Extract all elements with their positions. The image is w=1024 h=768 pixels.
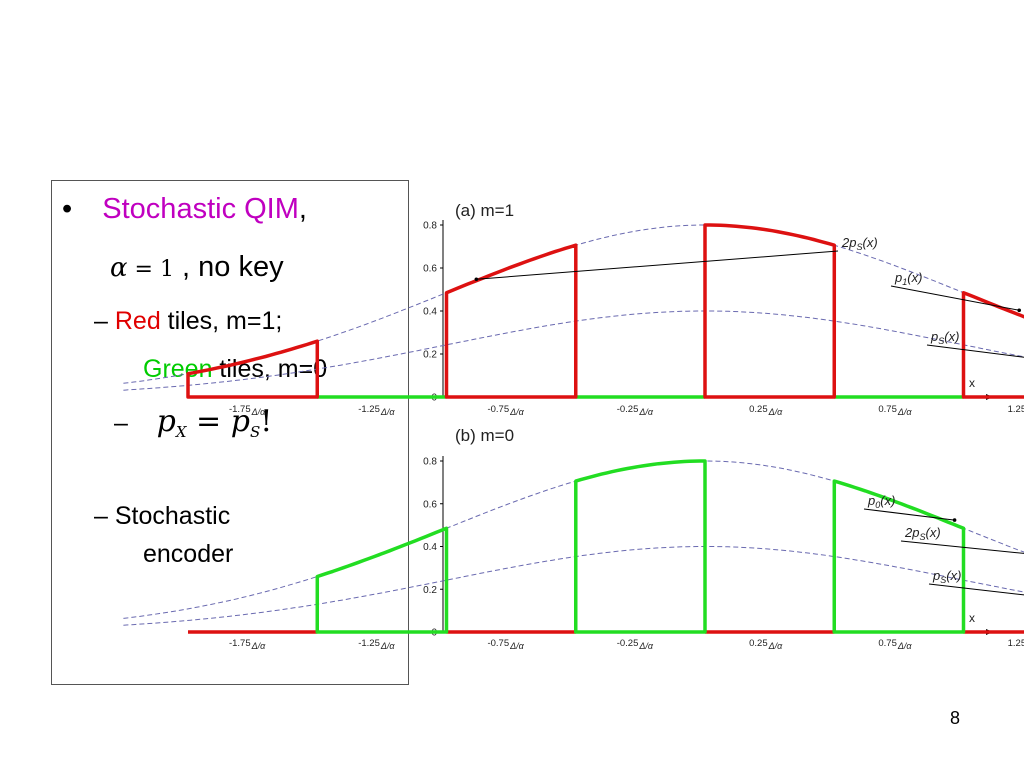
x-tick-label: -0.25: [617, 404, 639, 415]
density-tile: [315, 526, 449, 634]
annotation-pointer: [890, 285, 1020, 311]
x-tick-unit: Δ/α: [509, 641, 525, 651]
x-tick-label: -0.75: [487, 404, 509, 415]
sub-item-red-tiles: – Red tiles, m=1;: [94, 309, 282, 334]
annotation-pointer: [928, 583, 1024, 596]
x-tick-label: -1.25: [358, 638, 380, 649]
density-tile: [703, 223, 837, 399]
x-tick-unit: Δ/α: [638, 641, 654, 651]
y-tick-label: 0.8: [423, 221, 437, 232]
x-tick-label: 1.25: [1008, 404, 1024, 415]
red-tiles-rest: tiles, m=1;: [160, 307, 283, 335]
y-tick-label: 0.8: [423, 457, 437, 468]
density-tile: [444, 243, 578, 399]
x-tick-label: -1.25: [358, 404, 380, 415]
y-tick-label: 0.6: [423, 264, 437, 275]
sub-dash: –: [94, 307, 108, 335]
x-axis-label: x: [969, 376, 975, 390]
annotation-label: pS(x): [932, 568, 961, 585]
x-tick-unit: Δ/α: [380, 641, 396, 651]
highlight-text: Stochastic QIM: [102, 193, 299, 225]
formula-p: p: [156, 404, 176, 439]
green-word: Green: [143, 355, 213, 383]
x-tick-label: 0.25: [749, 638, 768, 649]
sub-item-green-tiles: Green tiles, m=0: [143, 357, 327, 382]
sub-item-stochastic-encoder: – Stochastic: [94, 504, 230, 529]
density-tile: [832, 479, 966, 634]
x-tick-label: 0.25: [749, 404, 768, 415]
x-tick-label: 1.25: [1008, 638, 1024, 649]
y-tick-label: 0.4: [423, 542, 437, 553]
x-axis-label: x: [969, 611, 975, 625]
x-tick-label: -1.75: [229, 404, 251, 415]
bullet-text-box: • Stochastic QIM, α = 1 , no key – Red t…: [51, 180, 409, 685]
formula-bang: !: [260, 404, 273, 439]
formula-sub-x: X: [175, 423, 187, 441]
density-tile: [961, 290, 1024, 399]
y-tick-label: 0.6: [423, 499, 437, 510]
no-key-text: , no key: [182, 251, 284, 283]
x-tick-label: -0.25: [617, 638, 639, 649]
annotation-pointer: [900, 540, 1024, 554]
x-tick-label: -0.75: [487, 638, 509, 649]
annotation-label: 2pS(x): [841, 235, 878, 252]
x-tick-unit: Δ/α: [251, 407, 267, 417]
panel-title: (b) m=0: [455, 426, 514, 445]
x-tick-unit: Δ/α: [768, 407, 784, 417]
annotation-label: 2pS(x): [904, 525, 941, 542]
panel-a: (a) m=1x00.20.40.60.8-1.75Δ/α-1.25Δ/α-0.…: [123, 201, 1024, 417]
sub-item-formula: – pX = pS!: [114, 407, 272, 440]
encoder-word-line: encoder: [143, 542, 233, 567]
formula-sub-s: S: [249, 423, 261, 441]
density-tile: [574, 459, 707, 634]
formula-p2: p: [230, 404, 250, 439]
y-tick-label: 0.2: [423, 350, 437, 361]
annotation-pointer-tip: [474, 277, 479, 282]
x-tick-unit: Δ/α: [251, 641, 267, 651]
x-tick-unit: Δ/α: [897, 641, 913, 651]
x-tick-label: -1.75: [229, 638, 251, 649]
annotation-label: p0(x): [867, 493, 895, 510]
x-tick-unit: Δ/α: [380, 407, 396, 417]
alpha-equals-one: = 1: [127, 257, 174, 282]
annotation-label: pS(x): [930, 329, 959, 346]
annotation-pointer-tip: [1017, 308, 1021, 313]
y-tick-label: 0.4: [423, 307, 437, 318]
curve-ps: [123, 546, 1024, 626]
density-tile: [186, 339, 320, 399]
stochastic-word: Stochastic: [114, 502, 231, 530]
x-tick-label: 0.75: [878, 638, 897, 649]
page-number: 8: [950, 708, 961, 728]
annotation-pointer-tip: [952, 518, 957, 522]
x-tick-unit: Δ/α: [509, 407, 525, 417]
curve-2ps: [123, 460, 1024, 619]
x-tick-unit: Δ/α: [638, 407, 654, 417]
panel-title: (a) m=1: [455, 201, 514, 220]
annotation-pointer: [863, 508, 955, 521]
bullet-item-stochastic-qim: • Stochastic QIM,: [62, 195, 307, 224]
annotation-pointer: [926, 344, 1024, 358]
red-word: Red: [114, 307, 161, 335]
encoder-word: encoder: [143, 540, 234, 568]
highlight-comma: ,: [298, 193, 307, 225]
x-tick-unit: Δ/α: [768, 641, 784, 651]
curve-ps: [123, 310, 1024, 391]
sub-dash: –: [114, 409, 128, 437]
y-tick-label: 0.2: [423, 585, 437, 596]
alpha-condition: α = 1 , no key: [110, 253, 284, 282]
x-tick-label: 0.75: [878, 404, 897, 415]
annotation-label: p1(x): [894, 270, 922, 287]
sub-dash: –: [94, 502, 108, 530]
formula-equals: =: [186, 404, 231, 439]
x-tick-unit: Δ/α: [897, 407, 913, 417]
bullet-marker: •: [62, 193, 73, 225]
green-tiles-rest: tiles, m=0: [212, 355, 328, 383]
alpha-symbol: α: [110, 253, 128, 283]
annotation-pointer: [476, 250, 839, 280]
